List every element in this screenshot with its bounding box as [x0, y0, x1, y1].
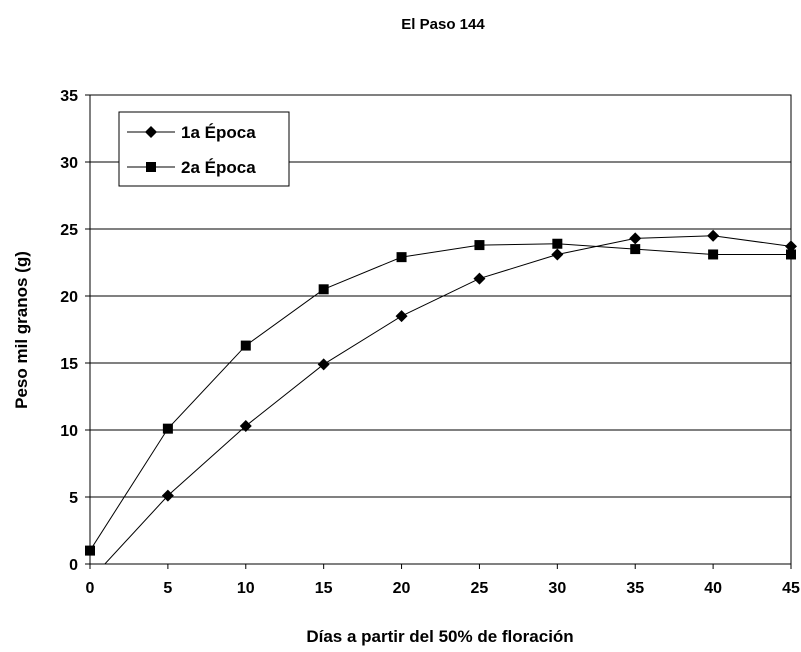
square-point: [474, 240, 485, 251]
y-tick-label: 35: [60, 88, 78, 105]
legend-marker: [146, 162, 156, 172]
legend-item: 1a Época: [127, 123, 256, 142]
diamond-point: [395, 310, 408, 323]
y-tick-label: 0: [69, 557, 78, 574]
x-tick-label: 20: [393, 580, 411, 597]
series-line: [90, 243, 791, 551]
y-tick-label: 15: [60, 356, 78, 373]
square-point: [240, 340, 251, 351]
diamond-point: [239, 419, 252, 432]
y-tick-label: 20: [60, 289, 78, 306]
legend-label: 1a Época: [181, 123, 256, 142]
diamond-point: [473, 272, 486, 285]
series-line: [104, 235, 791, 564]
axis-ticks: 0 5 10 15 20 25 30 35 0 5 10 15 20 25 30 35 40 45: [60, 88, 800, 597]
square-point: [396, 252, 407, 263]
diamond-point: [161, 489, 174, 502]
square-point: [85, 545, 95, 556]
square-point: [552, 238, 563, 249]
x-tick-label: 30: [548, 580, 566, 597]
diamond-point: [707, 229, 720, 242]
x-tick-label: 45: [782, 580, 800, 597]
series-2: [85, 238, 796, 556]
square-point: [318, 284, 329, 295]
y-tick-label: 30: [60, 155, 78, 172]
x-tick-label: 5: [163, 580, 172, 597]
legend-box: [118, 111, 290, 187]
legend-marker: [145, 126, 157, 138]
square-point: [162, 423, 173, 434]
diamond-point: [785, 240, 797, 253]
square-point: [630, 244, 641, 255]
legend: 1a Época 2a Época: [118, 111, 290, 187]
chart-title: El Paso 144: [401, 16, 485, 33]
y-axis-label: Peso mil granos (g): [12, 251, 31, 409]
x-tick-label: 40: [704, 580, 722, 597]
square-point: [786, 249, 796, 260]
y-tick-label: 10: [60, 423, 78, 440]
legend-label: 2a Época: [181, 158, 256, 177]
gridlines: [90, 161, 791, 498]
series-layer: [85, 229, 797, 564]
x-tick-label: 15: [315, 580, 333, 597]
plot-area: [89, 94, 792, 565]
y-tick-label: 5: [69, 490, 78, 507]
diamond-point: [317, 358, 330, 371]
x-tick-label: 25: [471, 580, 489, 597]
x-axis-label: Días a partir del 50% de floración: [306, 627, 573, 646]
diamond-point: [551, 248, 564, 261]
x-tick-label: 35: [626, 580, 644, 597]
legend-item: 2a Época: [127, 158, 256, 177]
y-tick-label: 25: [60, 222, 78, 239]
square-point: [708, 249, 719, 260]
x-tick-label: 10: [237, 580, 255, 597]
series-1: [104, 229, 797, 564]
x-tick-label: 0: [86, 580, 95, 597]
diamond-point: [629, 232, 642, 245]
